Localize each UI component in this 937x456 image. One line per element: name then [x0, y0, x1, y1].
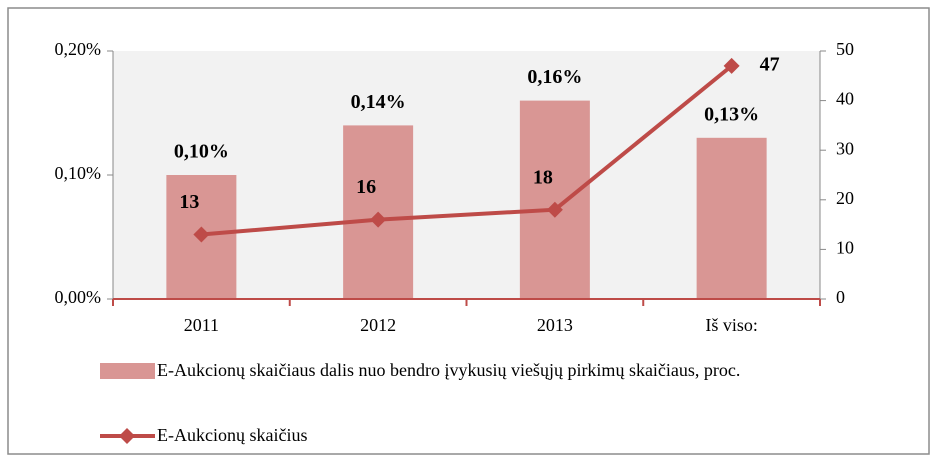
y2-tick-label: 20 — [836, 188, 854, 208]
bar-value-label: 0,13% — [704, 103, 759, 125]
line-marker — [193, 226, 210, 243]
y2-tick-label: 40 — [836, 89, 854, 109]
line-marker — [546, 201, 563, 218]
x-tick-label: Iš viso: — [705, 315, 758, 335]
legend-label: E-Aukcionų skaičiaus dalis nuo bendro įv… — [157, 360, 741, 380]
y-tick-label: 0,00% — [55, 287, 102, 307]
line-value-label: 18 — [533, 166, 553, 188]
x-tick-label: 2012 — [360, 315, 396, 335]
bar-value-label: 0,10% — [174, 141, 229, 163]
y2-tick-label: 10 — [836, 238, 854, 258]
bar-value-label: 0,16% — [527, 66, 582, 88]
line-marker — [723, 57, 740, 74]
line-value-label: 16 — [356, 176, 376, 198]
y2-tick-label: 0 — [836, 287, 845, 307]
x-tick-label: 2011 — [184, 315, 219, 335]
bar-value-label: 0,14% — [351, 91, 406, 113]
legend-marker — [119, 428, 135, 444]
x-tick-label: 2013 — [537, 315, 573, 335]
line-value-label: 13 — [179, 191, 199, 213]
line-marker — [370, 211, 387, 228]
legend-label: E-Aukcionų skaičius — [157, 425, 308, 445]
legend-swatch — [100, 363, 155, 379]
y2-tick-label: 50 — [836, 39, 854, 59]
bar — [696, 137, 767, 299]
y2-tick-label: 30 — [836, 138, 854, 158]
y-tick-label: 0,10% — [55, 163, 102, 183]
bar — [519, 100, 590, 299]
y-tick-label: 0,20% — [55, 39, 102, 59]
line-value-label: 47 — [760, 53, 780, 75]
line — [201, 64, 733, 237]
